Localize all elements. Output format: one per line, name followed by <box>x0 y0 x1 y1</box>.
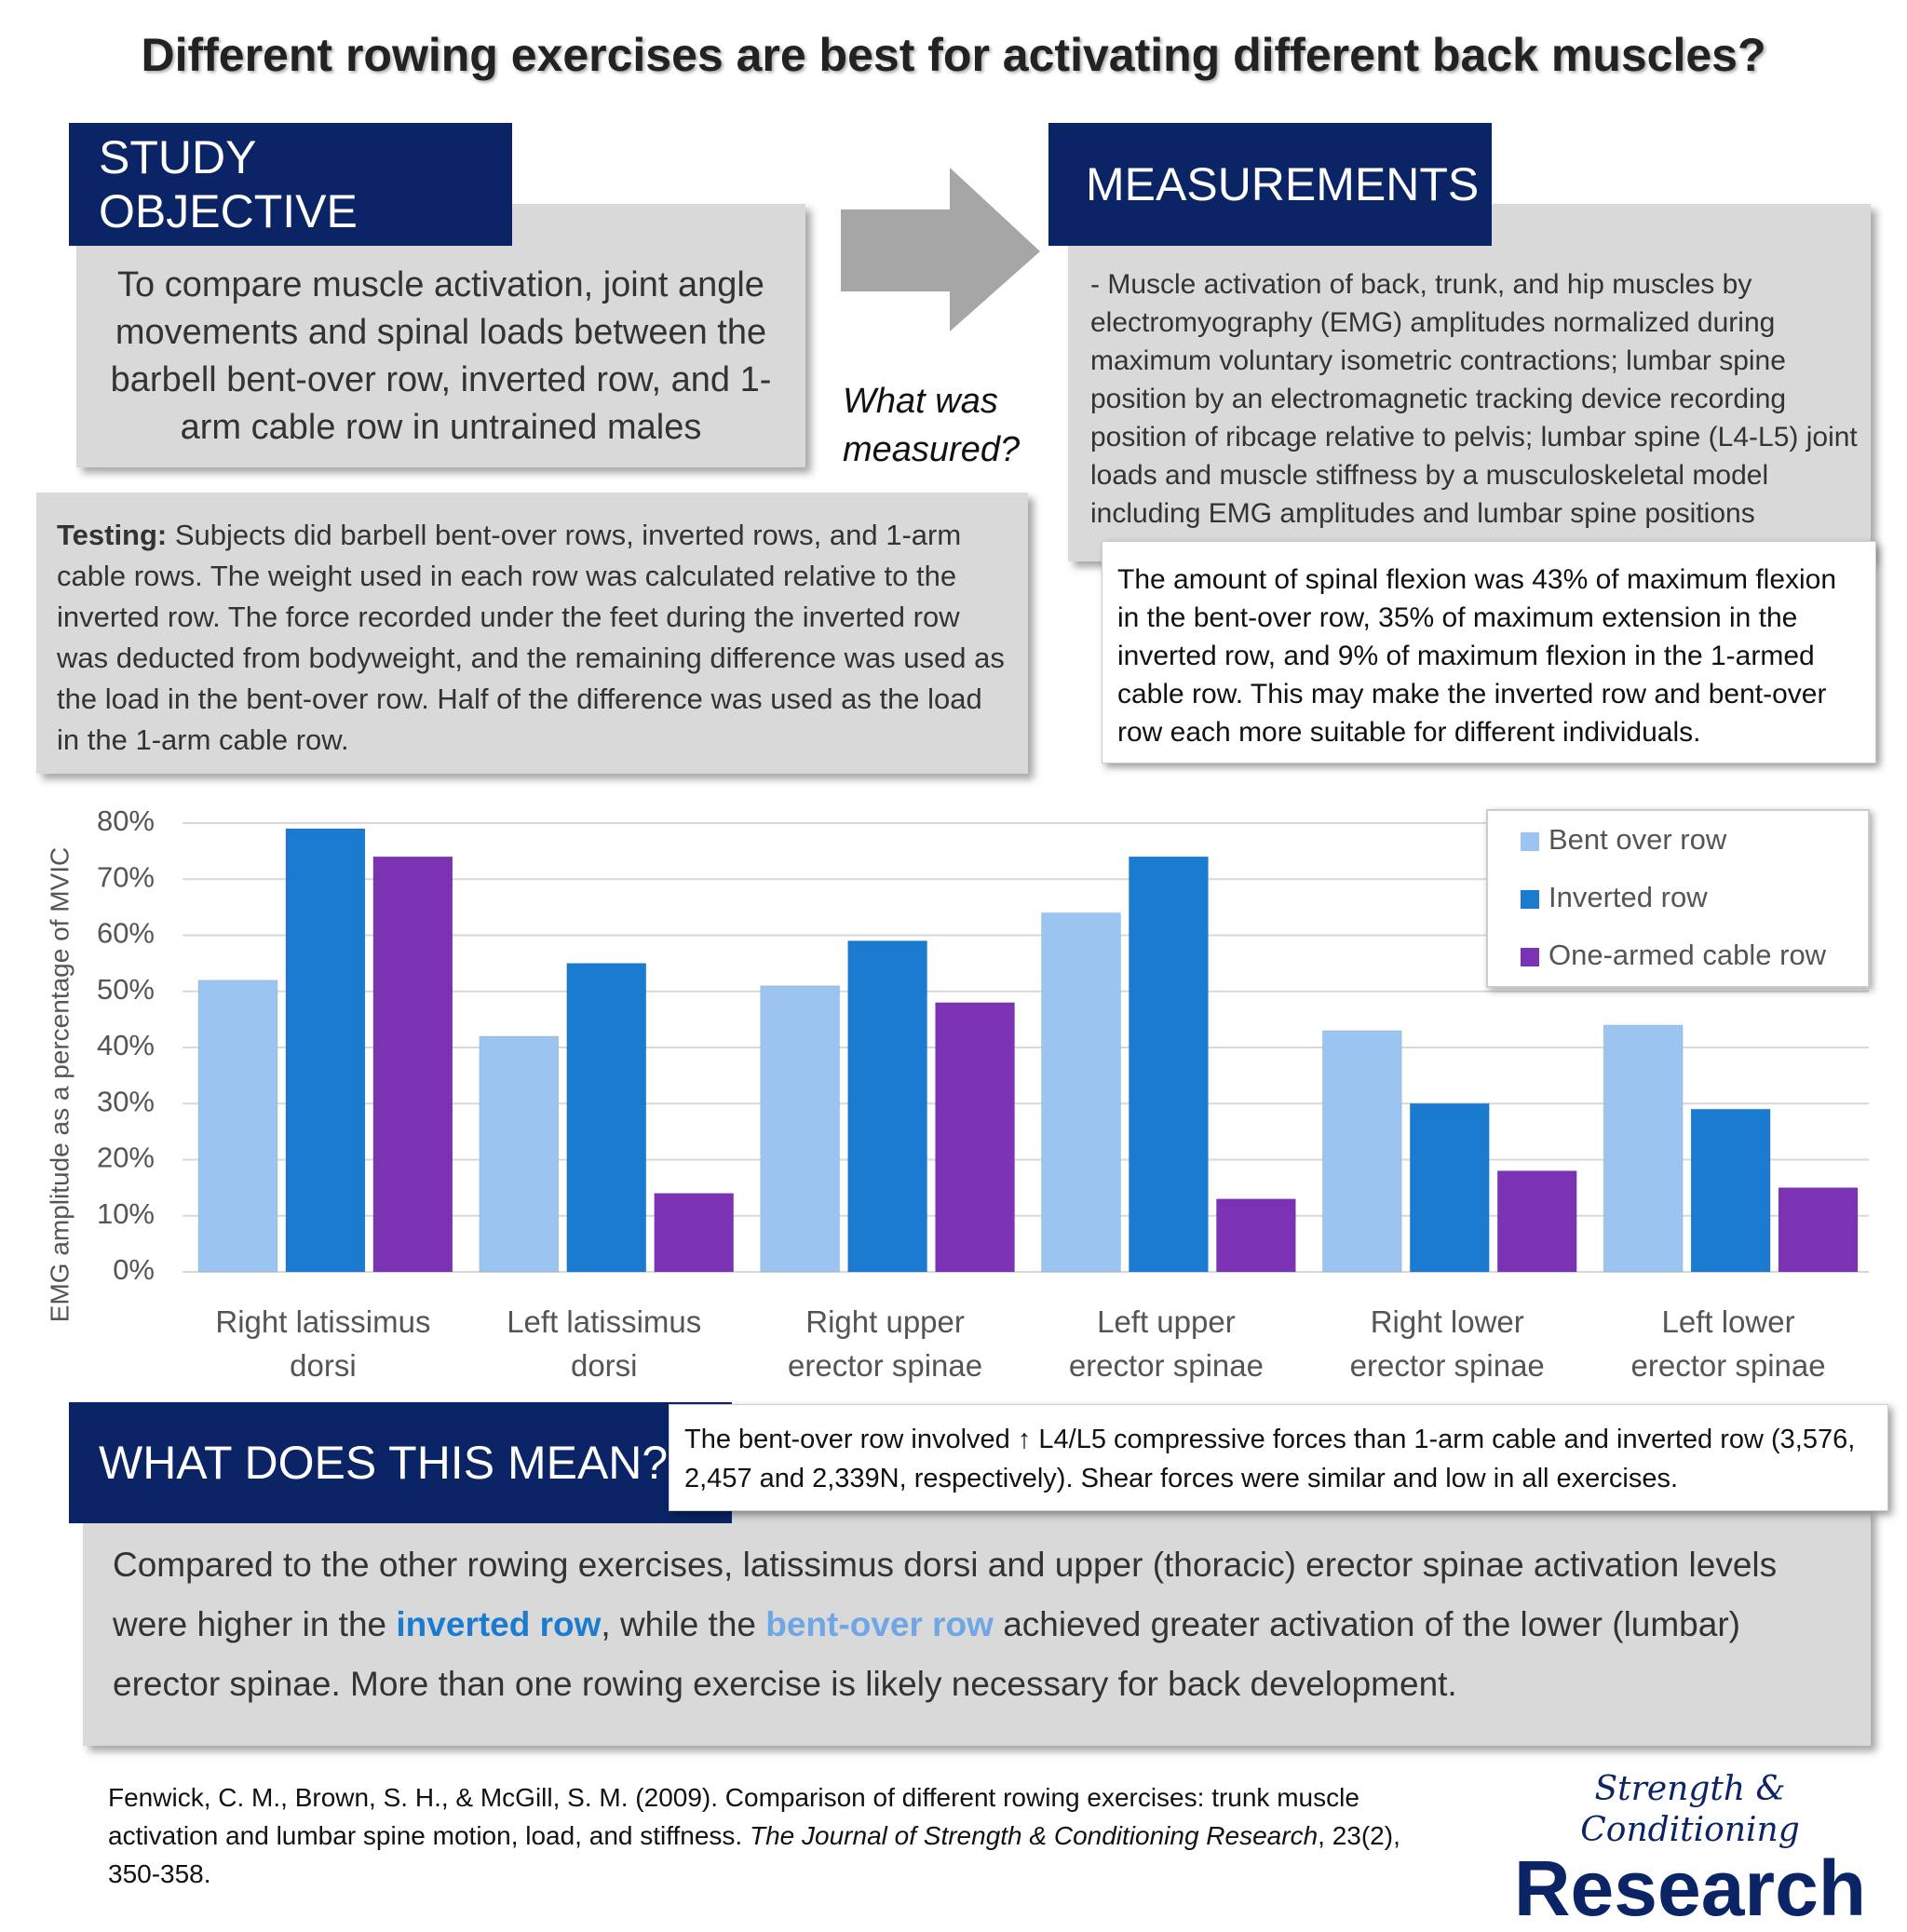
y-tick-label: 20% <box>97 1142 155 1174</box>
bar <box>935 1002 1016 1273</box>
bar <box>372 856 453 1273</box>
y-tick-label: 50% <box>97 973 155 1006</box>
legend-label: Bent over row <box>1549 823 1727 856</box>
arrow-shape <box>841 168 1040 331</box>
x-tick-label: Left lower erector spinae <box>1630 1304 1826 1383</box>
citation-text: , 23(2), 350-358. <box>108 1821 1400 1888</box>
citation: Fenwick, C. M., Brown, S. H., & McGill, … <box>108 1778 1449 1893</box>
y-tick-label: 10% <box>97 1197 155 1230</box>
testing-box: Testing: Subjects did barbell bent-over … <box>36 493 1028 774</box>
x-tick-label: Right upper erector spinae <box>788 1304 983 1383</box>
y-tick-label: 80% <box>97 804 155 837</box>
objective-text: To compare muscle activation, joint angl… <box>76 204 805 467</box>
x-tick-label: Left upper erector spinae <box>1068 1304 1264 1383</box>
bar <box>479 1035 560 1273</box>
measurements-text: - Muscle activation of back, trunk, and … <box>1068 204 1871 561</box>
x-tick-label-box: Right upper erector spinae <box>788 1304 983 1383</box>
arrow <box>841 168 1040 331</box>
bar <box>654 1193 735 1273</box>
y-tick-label: 60% <box>97 917 155 950</box>
citation-journal: The Journal of Strength & Conditioning R… <box>750 1821 1319 1850</box>
legend-swatch <box>1521 890 1539 909</box>
citation-text: Fenwick, C. M., Brown, S. H., & McGill, … <box>108 1783 1359 1850</box>
x-tick-label: Right lower erector spinae <box>1349 1304 1545 1383</box>
flexion-note: The amount of spinal flexion was 43% of … <box>1102 541 1876 763</box>
x-tick-label-box: Right lower erector spinae <box>1349 1304 1545 1383</box>
x-tick-label: Right latissimus dorsi <box>215 1304 431 1383</box>
x-tick-label: Left latissimus dorsi <box>507 1304 702 1383</box>
bar <box>1040 912 1121 1273</box>
legend-swatch <box>1521 832 1539 851</box>
bar <box>1603 1024 1684 1273</box>
bar <box>1778 1187 1859 1273</box>
bar <box>847 940 928 1273</box>
legend-label: One-armed cable row <box>1549 939 1827 971</box>
meaning-text: achieved greater activation of the lower… <box>113 1605 1740 1703</box>
legend-swatch <box>1521 948 1539 966</box>
meaning-highlight: bent-over row <box>765 1605 994 1643</box>
bar <box>1128 856 1209 1273</box>
y-tick-label: 0% <box>113 1253 155 1286</box>
bar <box>1690 1108 1771 1273</box>
objective-heading: STUDY OBJECTIVE <box>69 123 512 246</box>
bar <box>1496 1170 1577 1273</box>
bar <box>1409 1102 1490 1273</box>
meaning-text: , while the <box>601 1605 766 1643</box>
bar <box>197 980 278 1273</box>
meaning-text: Compared to the other rowing exercises, … <box>113 1546 1778 1643</box>
chart: 0% 10% 20% 30% 40% 50% 60% 70% 80% EMG amplitude … <box>45 804 1870 1383</box>
x-tick-label-box: Left lower erector spinae <box>1630 1304 1826 1383</box>
logo: Strength & Conditioning Research <box>1490 1769 1890 1932</box>
bar <box>566 963 647 1273</box>
bar <box>1321 1030 1402 1273</box>
logo-name: Research <box>1513 1844 1867 1932</box>
x-tick-label-box: Left upper erector spinae <box>1068 1304 1264 1383</box>
title: Different rowing exercises are best for … <box>141 29 1766 81</box>
testing-label: Testing: <box>57 519 168 551</box>
arrow-label: What was measured? <box>843 382 1021 469</box>
y-tick-label: 40% <box>97 1029 155 1061</box>
bar <box>1215 1198 1296 1273</box>
bar <box>760 985 841 1273</box>
meaning-box: Compared to the other rowing exercises, … <box>83 1507 1871 1746</box>
legend-box <box>1486 809 1870 988</box>
bar <box>285 828 366 1273</box>
y-tick-label: 70% <box>97 860 155 893</box>
testing-text: Subjects did barbell bent-over rows, inv… <box>57 519 1005 756</box>
measurements-heading: MEASUREMENTS <box>1048 123 1492 246</box>
logo-script: Strength & Conditioning <box>1580 1770 1800 1849</box>
legend-label: Inverted row <box>1549 881 1708 913</box>
x-tick-label-box: Right latissimus dorsi <box>215 1304 431 1383</box>
y-tick-label: 30% <box>97 1085 155 1117</box>
x-tick-label-box: Left latissimus dorsi <box>507 1304 702 1383</box>
meaning-heading: WHAT DOES THIS MEAN? <box>69 1402 732 1523</box>
y-axis-label: EMG amplitude as a percentage of MVIC <box>45 847 74 1322</box>
meaning-highlight: inverted row <box>396 1605 602 1643</box>
meaning-note: The bent-over row involved ↑ L4/L5 compr… <box>669 1404 1888 1511</box>
